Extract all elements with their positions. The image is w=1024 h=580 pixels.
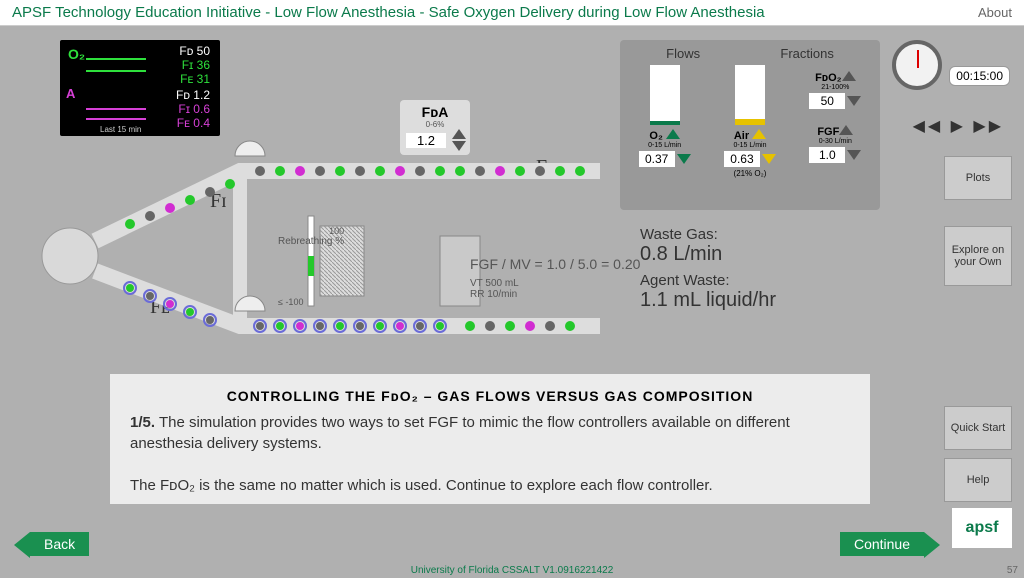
air-down-icon[interactable] [762, 154, 776, 164]
eq-vt: VT 500 mL [470, 278, 640, 289]
fdo2-range: 21-100% [809, 84, 861, 91]
fda-label: FᴅA [404, 104, 466, 120]
o2-label: O₂ [649, 130, 662, 142]
air-label: Air [734, 130, 749, 142]
air-range: 0-15 L/min [724, 142, 776, 149]
o2-flow-control[interactable]: O₂ 0-15 L/min 0.37 [639, 65, 691, 178]
mon-o2-fd: Fᴅ 50 [179, 44, 210, 58]
explore-button[interactable]: Explore on your Own [944, 226, 1012, 286]
fgf-up-icon[interactable] [839, 125, 853, 135]
instruction-panel: CONTROLLING THE FᴅO₂ – GAS FLOWS VERSUS … [110, 374, 870, 504]
eq-text: FGF / MV = 1.0 / 5.0 = 0.20 [470, 256, 640, 272]
waveform-monitor: O₂ Fᴅ 50 Fɪ 36 Fᴇ 31 A Fᴅ 1.2 Fɪ 0.6 Fᴇ … [60, 40, 220, 136]
fdo2-control[interactable]: FᴅO₂ 21-100% 50 FGF 0-30 L/min 1.0 [809, 65, 861, 178]
air-flow-control[interactable]: Air 0-15 L/min 0.63 (21% O₂) [724, 65, 776, 178]
air-value: 0.63 [724, 151, 760, 167]
agent-waste-label: Agent Waste: [640, 272, 776, 289]
header-bar: APSF Technology Education Initiative - L… [0, 0, 1024, 26]
page-number: 57 [1007, 565, 1018, 576]
footer-credit: University of Florida CSSALT V1.09162214… [0, 565, 1024, 576]
fgf-equation: FGF / MV = 1.0 / 5.0 = 0.20 VT 500 mL RR… [470, 256, 640, 300]
agent-waste-value: 1.1 mL liquid/hr [640, 289, 776, 312]
trace-o2-upper [86, 58, 146, 60]
fgf-range: 0-30 L/min [809, 138, 861, 145]
o2-up-icon[interactable] [666, 129, 680, 139]
waste-gas-value: 0.8 L/min [640, 243, 776, 266]
fgf-label: FGF [817, 126, 839, 138]
trace-a-lower [86, 118, 146, 120]
plots-button[interactable]: Plots [944, 156, 1012, 200]
mon-a-fi: Fɪ 0.6 [178, 102, 210, 116]
fdo2-up-icon[interactable] [842, 71, 856, 81]
back-label: Back [30, 532, 89, 556]
rebreathing-block: 100 Rebreathing % ≤ -100 [278, 226, 344, 307]
fgf-value: 1.0 [809, 147, 845, 163]
apsf-logo: apsf [952, 508, 1012, 548]
o2-value: 0.37 [639, 151, 675, 167]
help-button[interactable]: Help [944, 458, 1012, 502]
eq-rr: RR 10/min [470, 289, 640, 300]
mon-o2-fe: Fᴇ 31 [180, 72, 210, 86]
transport-controls[interactable]: ◀◀ ▶ ▶▶ [913, 116, 1004, 136]
page-title: APSF Technology Education Initiative - L… [12, 4, 765, 21]
trace-o2-lower [86, 70, 146, 72]
monitor-o2-label: O₂ [68, 46, 85, 62]
clock-face [892, 40, 942, 90]
continue-label: Continue [840, 532, 924, 556]
instruction-step: 1/5. [130, 414, 155, 431]
o2-range: 0-15 L/min [639, 142, 691, 149]
continue-button[interactable]: Continue [840, 532, 924, 556]
mon-o2-fi: Fɪ 36 [182, 58, 210, 72]
rebreath-lo: ≤ -100 [278, 297, 344, 307]
o2-down-icon[interactable] [677, 154, 691, 164]
instruction-body2: The FᴅO₂ is the same no matter which is … [130, 477, 713, 494]
back-button[interactable]: Back [30, 532, 89, 556]
o2-bar [650, 65, 680, 125]
fractions-title: Fractions [780, 46, 833, 61]
trace-a-upper [86, 108, 146, 110]
fgf-down-icon[interactable] [847, 150, 861, 160]
fdo2-down-icon[interactable] [847, 96, 861, 106]
about-link[interactable]: About [978, 5, 1012, 20]
monitor-a-label: A [66, 86, 75, 101]
waste-readout: Waste Gas: 0.8 L/min Agent Waste: 1.1 mL… [640, 226, 776, 312]
instruction-body1: The simulation provides two ways to set … [130, 414, 790, 452]
air-note: (21% O₂) [724, 169, 776, 178]
air-bar [735, 65, 765, 125]
rebreath-hi: 100 [278, 226, 344, 236]
rebreath-label: Rebreathing % [278, 236, 344, 247]
fdo2-value: 50 [809, 93, 845, 109]
flows-title: Flows [666, 46, 700, 61]
flows-panel: Flows Fractions O₂ 0-15 L/min 0.37 Air 0… [620, 40, 880, 210]
quickstart-button[interactable]: Quick Start [944, 406, 1012, 450]
mon-a-fd: Fᴅ 1.2 [176, 88, 210, 102]
air-up-icon[interactable] [752, 129, 766, 139]
main-stage: O₂ Fᴅ 50 Fɪ 36 Fᴇ 31 A Fᴅ 1.2 Fɪ 0.6 Fᴇ … [0, 26, 1024, 578]
timer-readout: 00:15:00 [949, 66, 1010, 86]
instruction-title: CONTROLLING THE FᴅO₂ – GAS FLOWS VERSUS … [130, 388, 850, 404]
waste-gas-label: Waste Gas: [640, 226, 776, 243]
fdo2-label: FᴅO₂ [815, 72, 842, 84]
